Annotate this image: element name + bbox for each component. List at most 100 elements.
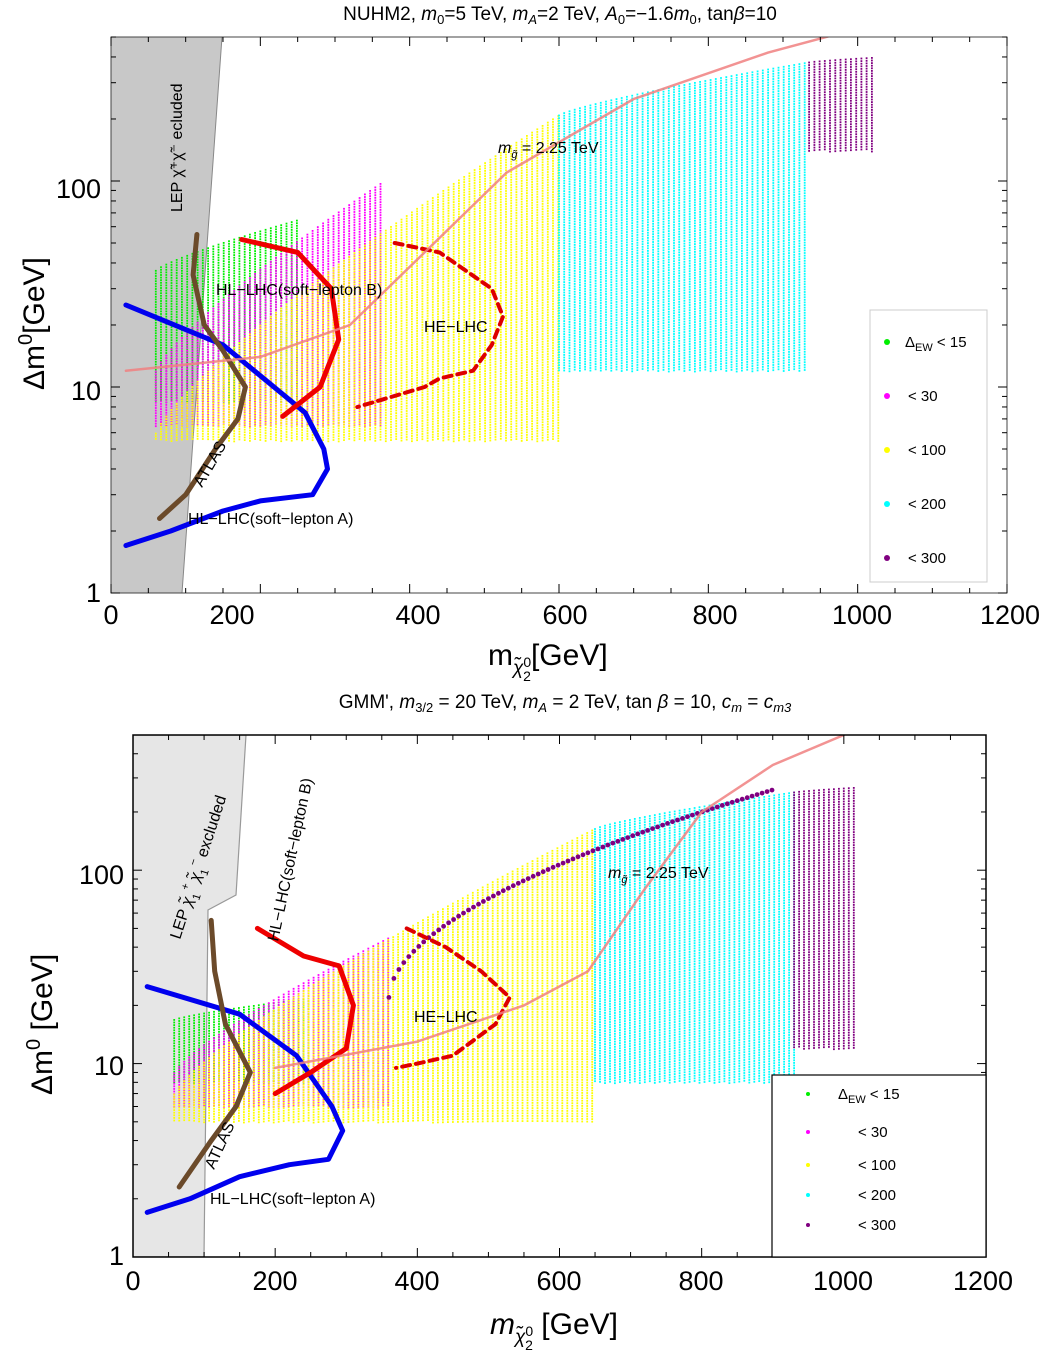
scan-point: [191, 289, 194, 292]
scan-point: [316, 418, 319, 421]
scan-point: [207, 260, 209, 263]
scan-point: [207, 412, 209, 415]
scan-point: [254, 331, 256, 334]
scan-point: [170, 318, 173, 321]
scan-point: [322, 251, 324, 253]
scan-point: [154, 404, 157, 407]
scan-point: [353, 247, 356, 250]
scan-point: [238, 425, 241, 428]
scan-point: [290, 234, 293, 236]
scan-point: [233, 326, 236, 329]
scan-point: [374, 371, 377, 373]
scan-point: [259, 417, 262, 419]
scan-point: [249, 339, 251, 342]
scan-point: [186, 425, 189, 428]
scan-point: [175, 305, 178, 308]
scan-point: [249, 396, 251, 399]
scan-point: [191, 307, 194, 310]
scan-point: [238, 352, 241, 355]
scan-point: [301, 245, 303, 248]
scan-point: [238, 347, 241, 350]
scan-point: [175, 339, 178, 342]
scan-point: [243, 335, 246, 338]
scan-point: [379, 310, 382, 313]
scan-point: [259, 320, 262, 323]
scan-point: [238, 262, 241, 265]
scan-point: [249, 411, 251, 414]
scan-point: [175, 373, 178, 376]
scan-point: [254, 378, 256, 381]
scan-point: [196, 355, 199, 358]
scan-point: [165, 274, 168, 276]
scan-point: [296, 282, 298, 285]
scan-point: [154, 345, 157, 348]
scan-point: [207, 421, 209, 424]
scan-point: [254, 280, 256, 283]
scan-point: [275, 290, 277, 293]
scan-point: [170, 416, 173, 419]
scan-point: [212, 417, 215, 420]
scan-point: [160, 266, 162, 269]
scan-point: [228, 312, 230, 315]
scan-point: [181, 383, 183, 386]
scan-point: [249, 378, 251, 381]
scan-point: [165, 393, 168, 396]
scan-point: [296, 293, 298, 296]
scan-point: [191, 343, 194, 346]
scan-point: [322, 258, 324, 261]
scan-point: [186, 293, 189, 296]
scan-point: [181, 298, 183, 301]
scan-point: [170, 276, 173, 279]
scan-point: [369, 234, 371, 236]
scan-point: [196, 253, 199, 256]
scan-point: [160, 369, 162, 371]
scan-point: [379, 383, 382, 385]
scan-point: [369, 348, 371, 351]
scan-point: [369, 364, 371, 366]
scan-point: [170, 261, 173, 264]
scan-point: [311, 323, 314, 326]
scan-point: [160, 297, 162, 300]
scan-point: [186, 351, 189, 353]
scan-point: [196, 321, 199, 324]
scan-point: [306, 329, 309, 332]
scan-point: [285, 254, 288, 257]
scan-point: [322, 321, 324, 324]
scan-point: [259, 393, 262, 396]
scan-point: [170, 371, 173, 374]
scan-point: [374, 243, 377, 246]
scan-point: [322, 266, 324, 269]
scan-point: [259, 387, 262, 389]
scan-point: [379, 209, 382, 211]
scan-point: [275, 225, 277, 228]
scan-point: [311, 245, 314, 248]
scan-point: [264, 298, 267, 301]
scan-point: [160, 328, 162, 331]
scan-point: [165, 294, 168, 297]
scan-point: [379, 370, 382, 372]
scan-point: [348, 232, 351, 235]
scan-point: [364, 224, 366, 227]
scan-point: [165, 292, 168, 295]
scan-point: [337, 245, 340, 248]
scan-point: [254, 255, 256, 258]
scan-point: [191, 430, 194, 433]
scan-point: [348, 253, 351, 256]
scan-point: [222, 316, 225, 319]
scan-point: [181, 269, 183, 272]
scan-point: [154, 303, 157, 306]
scan-point: [264, 267, 267, 270]
scan-point: [228, 281, 230, 284]
scan-point: [374, 282, 377, 285]
scan-point: [259, 274, 262, 276]
scan-point: [254, 361, 256, 364]
scan-point: [285, 235, 288, 238]
scan-point: [254, 325, 256, 327]
scan-point: [311, 396, 314, 399]
scan-point: [238, 247, 241, 250]
scan-point: [196, 360, 199, 363]
scan-point: [358, 202, 361, 205]
scan-point: [201, 249, 204, 251]
scan-point: [170, 328, 173, 331]
scan-point: [196, 417, 199, 419]
